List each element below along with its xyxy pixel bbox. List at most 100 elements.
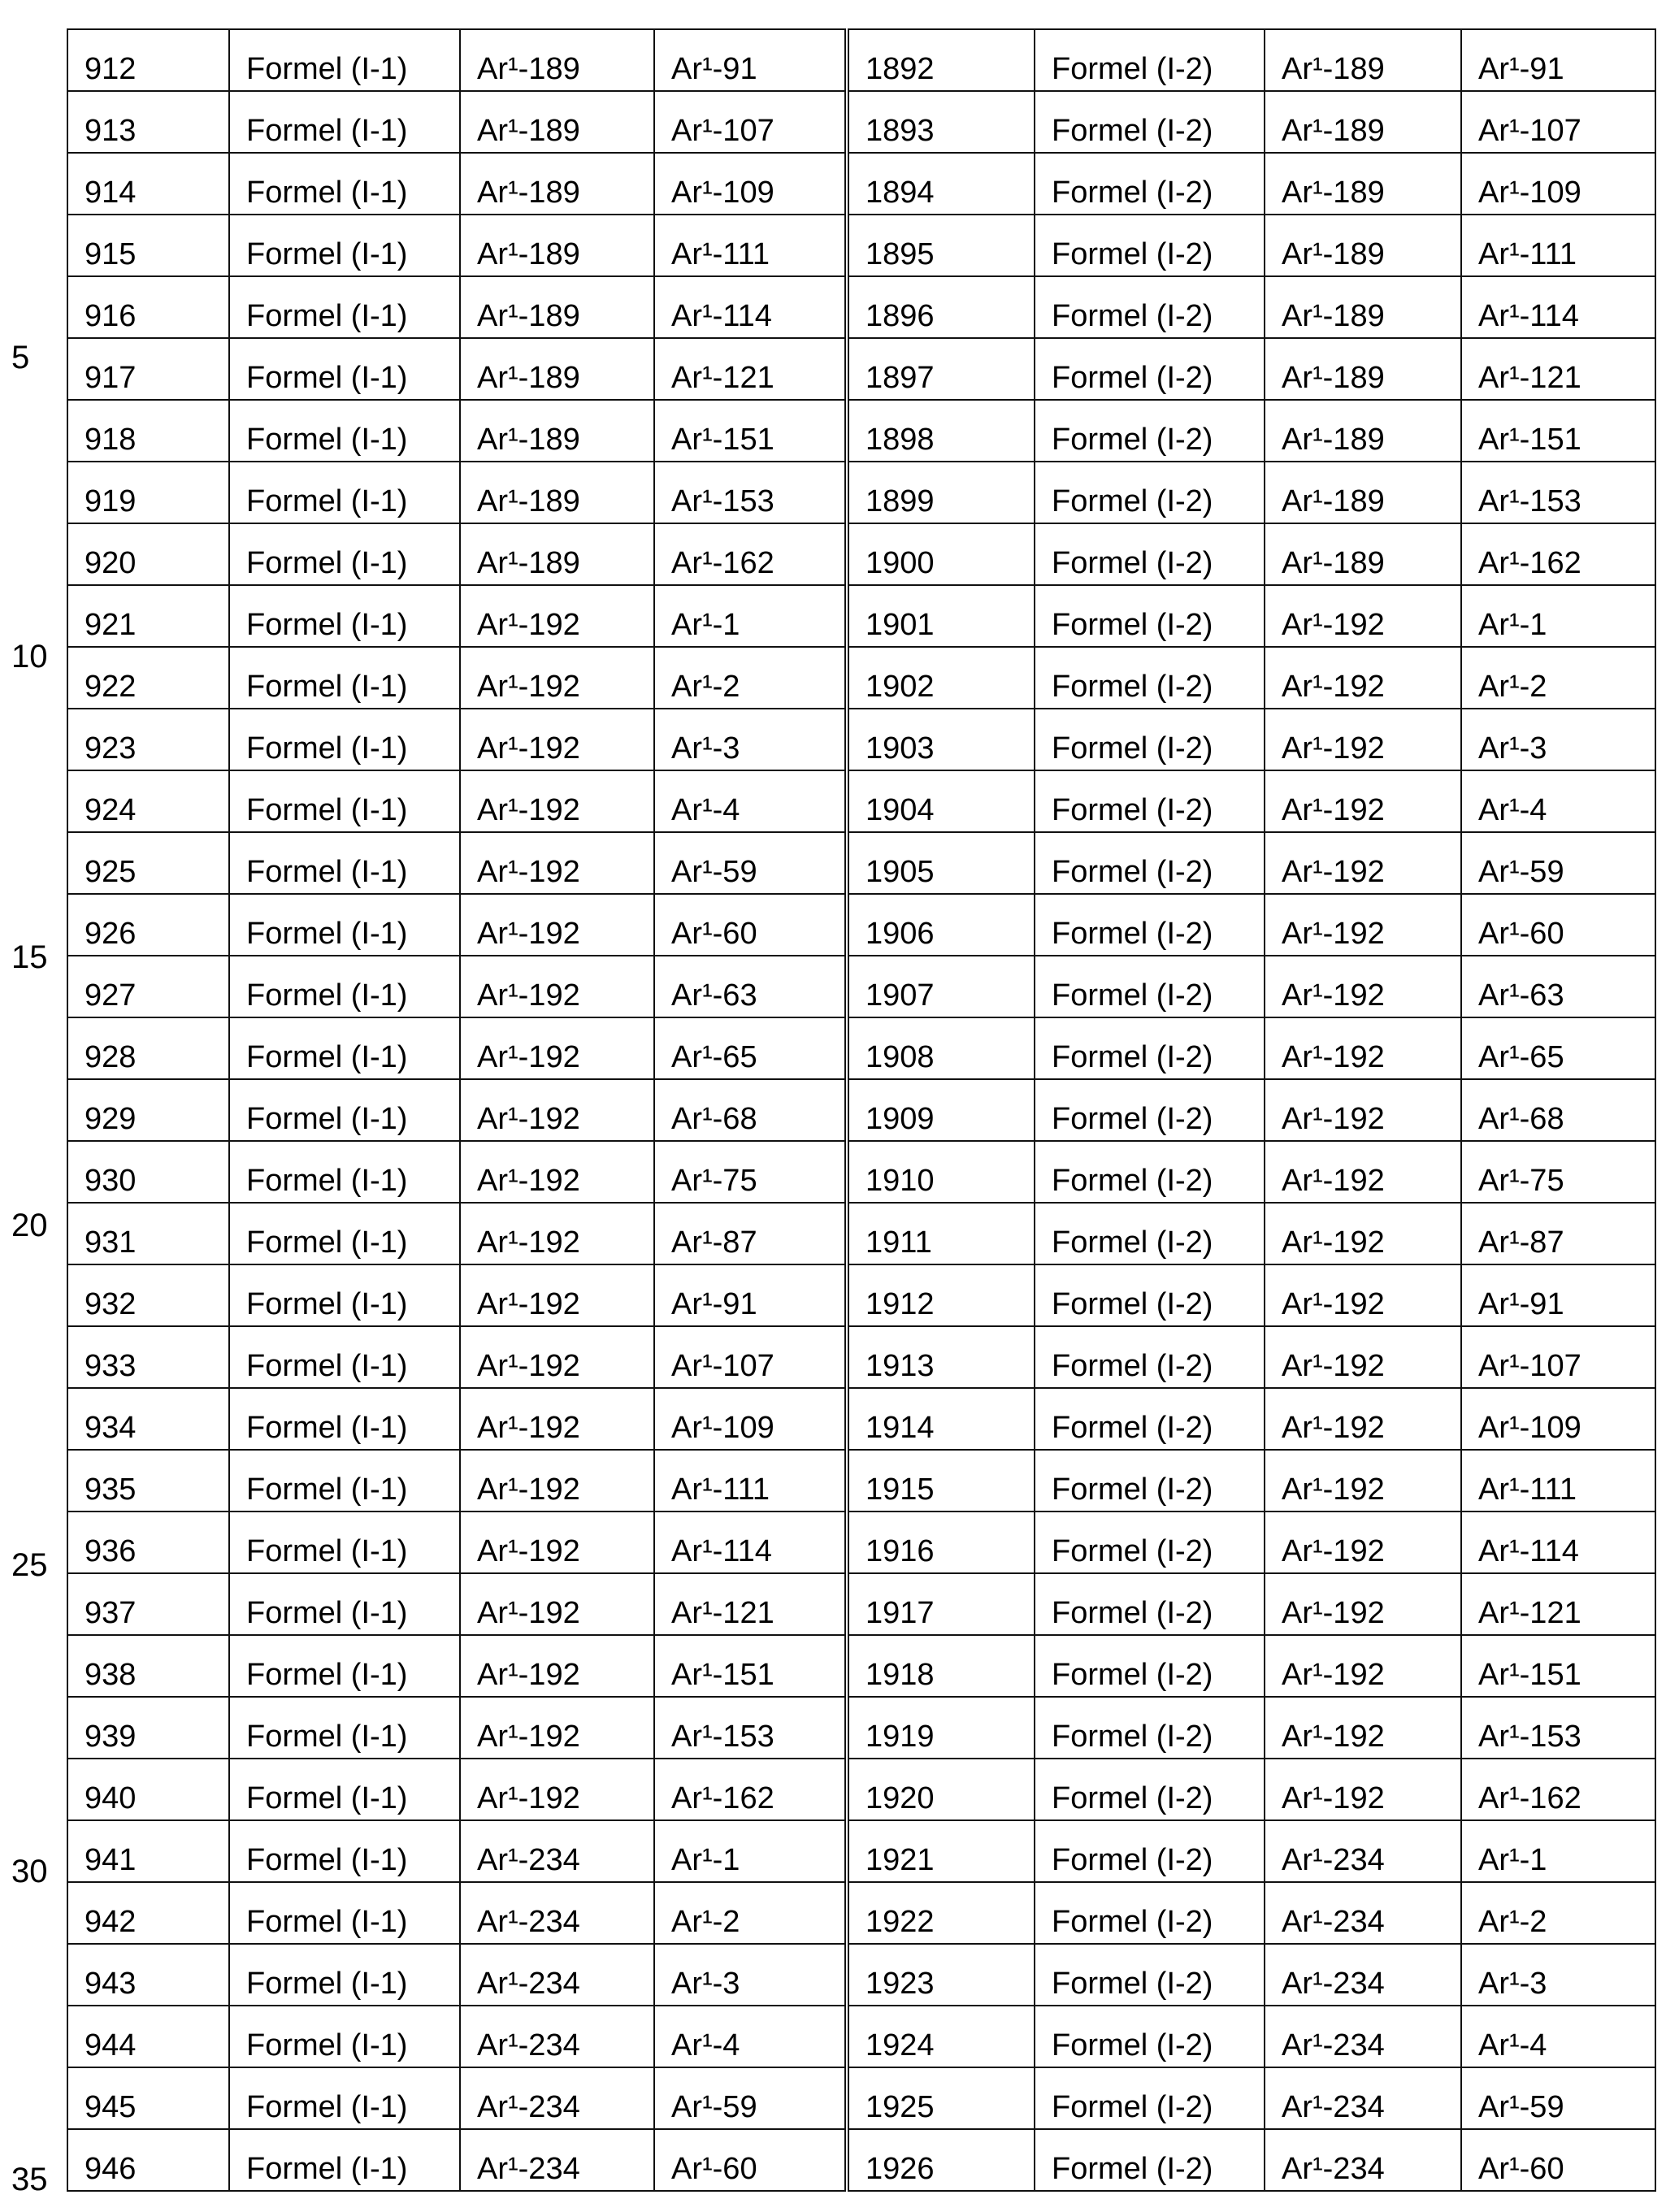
formula-cell: Formel (I-1): [229, 1264, 460, 1326]
ar1-substituent-a-cell: Ar¹-234: [1265, 1820, 1461, 1882]
formula-cell: Formel (I-2): [1035, 585, 1265, 647]
formula-cell: Formel (I-1): [229, 29, 460, 91]
ar1-substituent-a-cell: Ar¹-192: [460, 1079, 654, 1141]
formula-cell: Formel (I-2): [1035, 2129, 1265, 2191]
compound-number-cell: 912: [67, 29, 229, 91]
line-number: 35: [11, 2163, 48, 2196]
ar1-substituent-a-cell: Ar¹-192: [460, 832, 654, 894]
table-row: 946Formel (I-1)Ar¹-234Ar¹-601926Formel (…: [67, 2129, 1655, 2191]
compound-number-cell: 1894: [847, 153, 1035, 215]
ar1-substituent-a-cell: Ar¹-192: [1265, 1759, 1461, 1820]
ar1-substituent-a-cell: Ar¹-192: [460, 1697, 654, 1759]
ar1-substituent-b-cell: Ar¹-60: [1461, 2129, 1655, 2191]
ar1-substituent-a-cell: Ar¹-234: [460, 1882, 654, 1944]
ar1-substituent-b-cell: Ar¹-2: [654, 1882, 847, 1944]
formula-cell: Formel (I-1): [229, 338, 460, 400]
ar1-substituent-a-cell: Ar¹-234: [1265, 1944, 1461, 2006]
ar1-substituent-b-cell: Ar¹-1: [1461, 1820, 1655, 1882]
ar1-substituent-b-cell: Ar¹-3: [1461, 709, 1655, 770]
ar1-substituent-b-cell: Ar¹-4: [654, 770, 847, 832]
ar1-substituent-a-cell: Ar¹-192: [1265, 1635, 1461, 1697]
compound-number-cell: 1917: [847, 1573, 1035, 1635]
ar1-substituent-a-cell: Ar¹-192: [1265, 1141, 1461, 1203]
formula-cell: Formel (I-2): [1035, 91, 1265, 153]
ar1-substituent-b-cell: Ar¹-109: [654, 153, 847, 215]
formula-cell: Formel (I-1): [229, 276, 460, 338]
formula-cell: Formel (I-2): [1035, 647, 1265, 709]
compound-number-cell: 938: [67, 1635, 229, 1697]
table-row: 933Formel (I-1)Ar¹-192Ar¹-1071913Formel …: [67, 1326, 1655, 1388]
formula-cell: Formel (I-1): [229, 1388, 460, 1450]
ar1-substituent-a-cell: Ar¹-192: [460, 1450, 654, 1512]
compound-number-cell: 1904: [847, 770, 1035, 832]
formula-cell: Formel (I-2): [1035, 1882, 1265, 1944]
ar1-substituent-a-cell: Ar¹-189: [1265, 462, 1461, 523]
ar1-substituent-b-cell: Ar¹-3: [654, 1944, 847, 2006]
ar1-substituent-a-cell: Ar¹-189: [460, 400, 654, 462]
ar1-substituent-a-cell: Ar¹-234: [1265, 1882, 1461, 1944]
formula-cell: Formel (I-1): [229, 400, 460, 462]
ar1-substituent-b-cell: Ar¹-151: [654, 400, 847, 462]
ar1-substituent-a-cell: Ar¹-192: [460, 1203, 654, 1264]
table-row: 944Formel (I-1)Ar¹-234Ar¹-41924Formel (I…: [67, 2006, 1655, 2067]
compound-number-cell: 946: [67, 2129, 229, 2191]
ar1-substituent-a-cell: Ar¹-192: [1265, 585, 1461, 647]
compound-number-cell: 1914: [847, 1388, 1035, 1450]
ar1-substituent-b-cell: Ar¹-59: [1461, 832, 1655, 894]
table-row: 934Formel (I-1)Ar¹-192Ar¹-1091914Formel …: [67, 1388, 1655, 1450]
ar1-substituent-b-cell: Ar¹-107: [654, 1326, 847, 1388]
ar1-substituent-a-cell: Ar¹-189: [1265, 276, 1461, 338]
formula-cell: Formel (I-1): [229, 647, 460, 709]
compound-number-cell: 1905: [847, 832, 1035, 894]
ar1-substituent-b-cell: Ar¹-75: [1461, 1141, 1655, 1203]
ar1-substituent-a-cell: Ar¹-234: [460, 1944, 654, 2006]
table-row: 922Formel (I-1)Ar¹-192Ar¹-21902Formel (I…: [67, 647, 1655, 709]
formula-cell: Formel (I-2): [1035, 29, 1265, 91]
table-row: 913Formel (I-1)Ar¹-189Ar¹-1071893Formel …: [67, 91, 1655, 153]
formula-cell: Formel (I-1): [229, 1017, 460, 1079]
ar1-substituent-b-cell: Ar¹-162: [654, 523, 847, 585]
compound-number-cell: 945: [67, 2067, 229, 2129]
compound-number-cell: 1901: [847, 585, 1035, 647]
ar1-substituent-a-cell: Ar¹-192: [1265, 1388, 1461, 1450]
formula-cell: Formel (I-1): [229, 1203, 460, 1264]
compound-number-cell: 918: [67, 400, 229, 462]
compound-number-cell: 1924: [847, 2006, 1035, 2067]
ar1-substituent-b-cell: Ar¹-121: [1461, 1573, 1655, 1635]
ar1-substituent-b-cell: Ar¹-4: [1461, 770, 1655, 832]
table-row: 912Formel (I-1)Ar¹-189Ar¹-911892Formel (…: [67, 29, 1655, 91]
compound-table: 912Formel (I-1)Ar¹-189Ar¹-911892Formel (…: [67, 28, 1656, 2192]
table-row: 943Formel (I-1)Ar¹-234Ar¹-31923Formel (I…: [67, 1944, 1655, 2006]
ar1-substituent-a-cell: Ar¹-192: [460, 1573, 654, 1635]
ar1-substituent-b-cell: Ar¹-75: [654, 1141, 847, 1203]
compound-number-cell: 932: [67, 1264, 229, 1326]
ar1-substituent-b-cell: Ar¹-60: [654, 894, 847, 956]
ar1-substituent-b-cell: Ar¹-111: [654, 215, 847, 276]
formula-cell: Formel (I-2): [1035, 400, 1265, 462]
table-row: 927Formel (I-1)Ar¹-192Ar¹-631907Formel (…: [67, 956, 1655, 1017]
ar1-substituent-b-cell: Ar¹-59: [654, 832, 847, 894]
ar1-substituent-b-cell: Ar¹-91: [654, 1264, 847, 1326]
ar1-substituent-b-cell: Ar¹-91: [1461, 29, 1655, 91]
ar1-substituent-a-cell: Ar¹-192: [1265, 1512, 1461, 1573]
formula-cell: Formel (I-1): [229, 709, 460, 770]
formula-cell: Formel (I-1): [229, 2129, 460, 2191]
compound-number-cell: 927: [67, 956, 229, 1017]
ar1-substituent-a-cell: Ar¹-192: [460, 894, 654, 956]
ar1-substituent-b-cell: Ar¹-2: [654, 647, 847, 709]
ar1-substituent-a-cell: Ar¹-189: [1265, 338, 1461, 400]
ar1-substituent-b-cell: Ar¹-59: [654, 2067, 847, 2129]
ar1-substituent-a-cell: Ar¹-192: [460, 585, 654, 647]
formula-cell: Formel (I-1): [229, 1759, 460, 1820]
compound-number-cell: 941: [67, 1820, 229, 1882]
ar1-substituent-a-cell: Ar¹-234: [460, 2067, 654, 2129]
ar1-substituent-a-cell: Ar¹-189: [460, 338, 654, 400]
compound-number-cell: 928: [67, 1017, 229, 1079]
compound-number-cell: 925: [67, 832, 229, 894]
formula-cell: Formel (I-1): [229, 523, 460, 585]
table-row: 935Formel (I-1)Ar¹-192Ar¹-1111915Formel …: [67, 1450, 1655, 1512]
ar1-substituent-b-cell: Ar¹-107: [1461, 91, 1655, 153]
formula-cell: Formel (I-2): [1035, 523, 1265, 585]
ar1-substituent-a-cell: Ar¹-192: [1265, 894, 1461, 956]
ar1-substituent-a-cell: Ar¹-192: [460, 1635, 654, 1697]
